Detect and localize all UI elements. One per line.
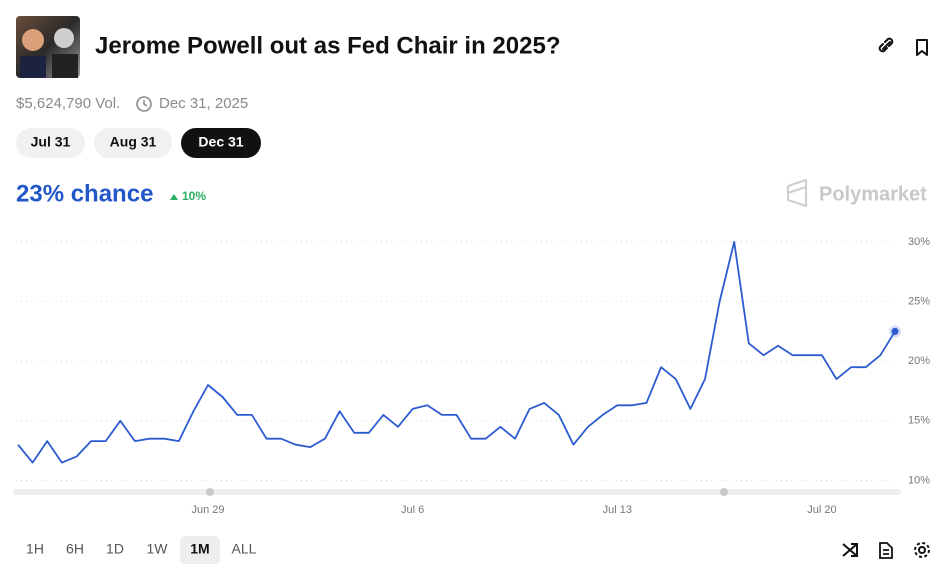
x-tick-label: Jun 29 (192, 504, 225, 516)
market-title: Jerome Powell out as Fed Chair in 2025? (95, 32, 560, 59)
tab[interactable] (181, 128, 261, 158)
avatar (16, 16, 80, 78)
x-tick-label: Jul 6 (401, 504, 424, 516)
range-button[interactable]: 1D (106, 541, 124, 557)
tab[interactable] (16, 128, 85, 158)
shuffle-icon[interactable] (842, 543, 858, 557)
range-button[interactable]: 1H (26, 541, 44, 557)
range-button[interactable]: 6H (66, 541, 84, 557)
range-button[interactable]: ALL (232, 541, 257, 557)
price-line (17, 241, 896, 464)
change: 10% (182, 189, 206, 203)
bookmark-button[interactable] (916, 39, 928, 56)
range-button[interactable]: 1M (190, 541, 209, 557)
share-button[interactable] (878, 37, 894, 53)
tab-label[interactable]: Aug 31 (110, 134, 157, 150)
slider-handle[interactable] (720, 488, 728, 496)
range-button[interactable]: 1W (147, 541, 169, 557)
settings-icon[interactable] (914, 542, 930, 558)
tab-label[interactable]: Jul 31 (31, 134, 71, 150)
tab[interactable] (94, 128, 172, 158)
clock-icon (136, 96, 152, 112)
last-point (891, 327, 899, 335)
chance: 23% chance (16, 180, 153, 207)
doc-icon[interactable] (879, 542, 893, 559)
slider-handle[interactable] (206, 488, 214, 496)
y-tick-label: 20% (908, 355, 930, 367)
x-tick-label: Jul 13 (603, 504, 632, 516)
y-tick-label: 10% (908, 474, 930, 486)
y-tick-label: 30% (908, 236, 930, 248)
volume: $5,624,790 Vol. (16, 95, 120, 112)
brand-logo (786, 178, 808, 208)
tab-label[interactable]: Dec 31 (198, 134, 243, 150)
end-date: Dec 31, 2025 (159, 95, 248, 112)
brand: Polymarket (819, 183, 927, 205)
up-arrow (170, 194, 178, 200)
y-tick-label: 25% (908, 295, 930, 307)
range-active-bg[interactable] (180, 536, 220, 564)
x-tick-label: Jul 20 (807, 504, 836, 516)
y-tick-label: 15% (908, 415, 930, 427)
